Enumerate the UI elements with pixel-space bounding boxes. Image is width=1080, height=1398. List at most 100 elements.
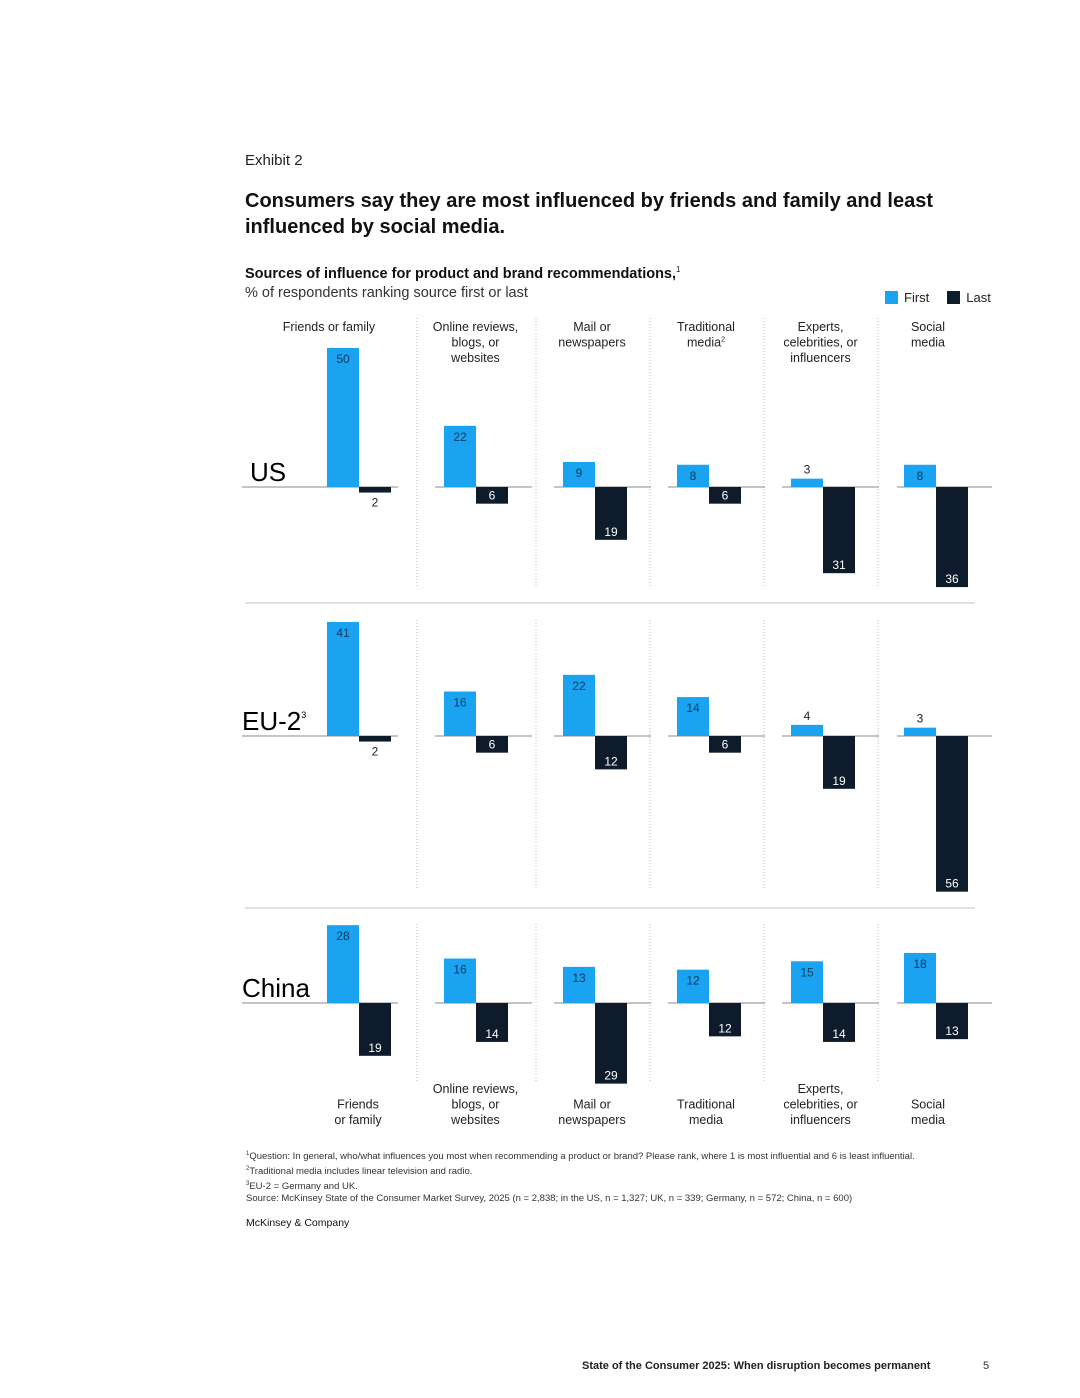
legend-last-label: Last (966, 290, 991, 305)
region-label-eu-2: EU-23 (242, 706, 306, 736)
bar-last-us-social-media (936, 487, 968, 588)
bottom-header-online-reviews-blogs-or-websites: Online reviews, (433, 1082, 518, 1096)
top-header-social-media: media (911, 336, 945, 350)
page-number: 5 (983, 1360, 990, 1372)
top-header-experts-celebrities-or-influencers: influencers (790, 351, 850, 365)
bar-first-us-traditional-media (677, 464, 709, 487)
footnote-3: 3EU-2 = Germany and UK. (246, 1178, 915, 1193)
bar-first-eu-2-social-media (904, 727, 936, 736)
value-first-us-traditional-media: 8 (690, 469, 697, 483)
value-first-eu-2-friends-or-family: 41 (336, 626, 350, 640)
chart-subtitle: Sources of influence for product and bra… (245, 265, 680, 282)
value-last-eu-2-experts-celebrities-or-influencers: 19 (832, 774, 846, 788)
bar-last-eu-2-mail-or-newspapers (595, 736, 627, 770)
footnote-1: 1Question: In general, who/what influenc… (246, 1148, 915, 1163)
bar-first-china-social-media (904, 952, 936, 1003)
bar-last-eu-2-traditional-media (709, 736, 741, 753)
bar-first-us-online-reviews-blogs-or-websites (444, 425, 476, 487)
top-header-experts-celebrities-or-influencers: Experts, (798, 320, 844, 334)
top-header-traditional-media: media2 (687, 336, 725, 350)
bar-first-china-mail-or-newspapers (563, 966, 595, 1003)
value-last-china-social-media: 13 (945, 1024, 959, 1038)
value-first-eu-2-social-media: 3 (917, 712, 924, 726)
value-first-eu-2-experts-celebrities-or-influencers: 4 (804, 709, 811, 723)
value-last-china-traditional-media: 12 (718, 1021, 732, 1035)
bar-last-china-traditional-media (709, 1003, 741, 1037)
brand-name: McKinsey & Company (246, 1217, 350, 1229)
bottom-header-social-media: Social (911, 1098, 945, 1112)
top-header-online-reviews-blogs-or-websites: websites (450, 351, 500, 365)
chart-subtitle-text: Sources of influence for product and bra… (245, 265, 677, 282)
legend-first-swatch (885, 291, 898, 304)
bottom-header-experts-celebrities-or-influencers: celebrities, or (783, 1098, 857, 1112)
top-header-online-reviews-blogs-or-websites: Online reviews, (433, 320, 518, 334)
top-header-online-reviews-blogs-or-websites: blogs, or (452, 336, 500, 350)
bar-first-eu-2-experts-celebrities-or-influencers (791, 724, 823, 736)
value-last-china-experts-celebrities-or-influencers: 14 (832, 1027, 846, 1041)
value-first-china-friends-or-family: 28 (336, 929, 350, 943)
region-label-us: US (250, 457, 286, 487)
bar-last-eu-2-social-media (936, 736, 968, 892)
bar-last-eu-2-online-reviews-blogs-or-websites (476, 736, 508, 753)
bar-last-china-social-media (936, 1003, 968, 1040)
footnote-text: Question: In general, who/what influence… (249, 1151, 915, 1163)
bottom-header-friends-or-family: Friends (337, 1098, 379, 1112)
bar-first-eu-2-traditional-media (677, 697, 709, 736)
bar-last-china-friends-or-family (359, 1003, 391, 1056)
bottom-header-online-reviews-blogs-or-websites: blogs, or (452, 1098, 500, 1112)
top-header-friends-or-family: Friends or family (283, 320, 376, 334)
bar-first-china-traditional-media (677, 969, 709, 1003)
footnote-2: 2Traditional media includes linear telev… (246, 1163, 915, 1178)
footnote-text: Source: McKinsey State of the Consumer M… (246, 1193, 853, 1205)
bar-first-china-online-reviews-blogs-or-websites (444, 958, 476, 1003)
bar-first-us-friends-or-family (327, 348, 359, 487)
exhibit-label: Exhibit 2 (245, 152, 303, 169)
footnote-marker: 3 (246, 1181, 250, 1188)
value-last-us-traditional-media: 6 (722, 489, 729, 503)
bar-last-china-mail-or-newspapers (595, 1003, 627, 1084)
bar-first-us-mail-or-newspapers (563, 461, 595, 487)
bottom-header-mail-or-newspapers: Mail or (573, 1098, 611, 1112)
footnote-text: EU-2 = Germany and UK. (249, 1181, 358, 1193)
value-first-china-traditional-media: 12 (686, 974, 700, 988)
value-last-china-mail-or-newspapers: 29 (604, 1069, 618, 1083)
footnote-marker: 1 (246, 1151, 250, 1157)
value-last-us-experts-celebrities-or-influencers: 31 (832, 558, 846, 572)
top-header-traditional-media: Traditional (677, 320, 735, 334)
bar-last-eu-2-friends-or-family (359, 736, 391, 742)
legend: First Last (885, 290, 991, 305)
bar-last-eu-2-experts-celebrities-or-influencers (823, 736, 855, 789)
value-first-us-online-reviews-blogs-or-websites: 22 (453, 430, 467, 444)
bar-first-china-friends-or-family (327, 925, 359, 1003)
bar-last-us-mail-or-newspapers (595, 487, 627, 540)
chart-subtitle-sup: 1 (676, 265, 681, 274)
bottom-header-experts-celebrities-or-influencers: influencers (790, 1113, 850, 1127)
bar-last-us-traditional-media (709, 487, 741, 504)
value-last-eu-2-traditional-media: 6 (722, 738, 729, 752)
value-first-us-social-media: 8 (917, 469, 924, 483)
bottom-header-mail-or-newspapers: newspapers (558, 1113, 625, 1127)
bottom-header-social-media: media (911, 1113, 945, 1127)
bottom-header-friends-or-family: or family (334, 1113, 382, 1127)
bottom-header-traditional-media: media (689, 1113, 723, 1127)
bar-first-china-experts-celebrities-or-influencers (791, 961, 823, 1003)
bar-first-eu-2-friends-or-family (327, 622, 359, 736)
value-first-us-experts-celebrities-or-influencers: 3 (804, 463, 811, 477)
bar-first-eu-2-mail-or-newspapers (563, 674, 595, 736)
value-last-eu-2-mail-or-newspapers: 12 (604, 754, 618, 768)
footnote-text: Traditional media includes linear televi… (249, 1166, 473, 1178)
value-first-china-social-media: 18 (913, 957, 927, 971)
top-header-mail-or-newspapers: Mail or (573, 320, 611, 334)
bar-first-us-social-media (904, 464, 936, 487)
value-last-china-friends-or-family: 19 (368, 1041, 382, 1055)
top-header-mail-or-newspapers: newspapers (558, 336, 625, 350)
value-last-us-friends-or-family: 2 (372, 496, 379, 510)
region-label-sup: 3 (301, 710, 306, 720)
bottom-header-traditional-media: Traditional (677, 1098, 735, 1112)
value-first-china-experts-celebrities-or-influencers: 15 (800, 965, 814, 979)
value-last-eu-2-social-media: 56 (945, 877, 959, 891)
bar-last-us-online-reviews-blogs-or-websites (476, 487, 508, 504)
region-label-china: China (242, 973, 310, 1003)
value-last-eu-2-online-reviews-blogs-or-websites: 6 (489, 738, 496, 752)
